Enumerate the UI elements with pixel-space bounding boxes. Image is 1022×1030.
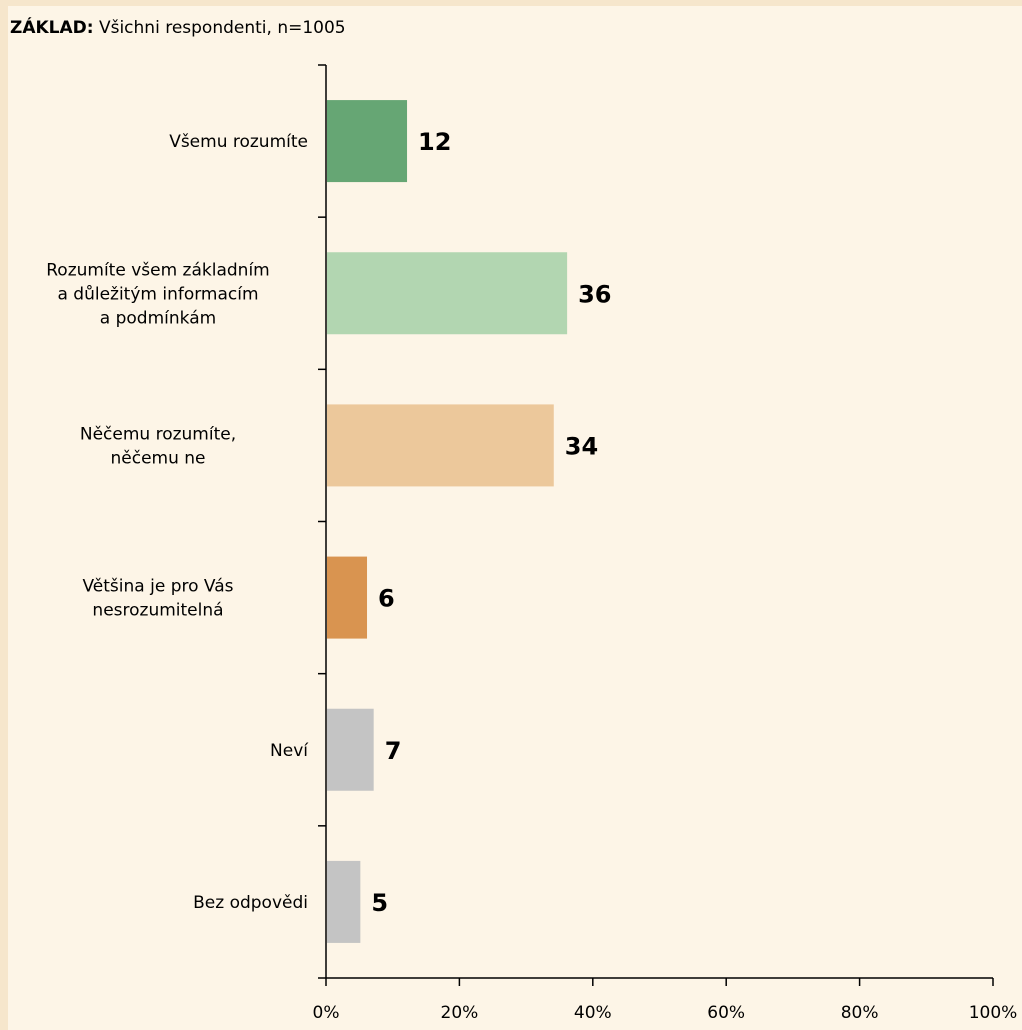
- category-label: Bez odpovědi: [193, 893, 308, 913]
- basis-prefix: ZÁKLAD:: [10, 18, 94, 38]
- top-edge-strip: [0, 0, 1022, 6]
- category-label-line: a důležitým informacím: [57, 284, 258, 304]
- labels: 12 Všemu rozumíte 36 Rozumíte všem základní…: [46, 128, 611, 917]
- value-label: 36: [578, 280, 611, 308]
- category-label-line: Rozumíte všem základním: [46, 260, 269, 280]
- bar: [327, 404, 554, 487]
- bar: [327, 860, 361, 943]
- value-label: 34: [565, 432, 598, 460]
- bar: [327, 556, 368, 639]
- value-label: 12: [418, 128, 451, 156]
- value-label: 6: [378, 585, 395, 613]
- category-label-line: a podmínkám: [100, 308, 216, 328]
- left-edge-strip: [0, 0, 8, 1030]
- category-label: Většina je pro Vás nesrozumitelná: [83, 577, 234, 621]
- category-label: Rozumíte všem základním a důležitým infor…: [46, 260, 269, 328]
- bar: [327, 252, 568, 335]
- category-label-line: Bez odpovědi: [193, 893, 308, 913]
- category-label-line: Neví: [270, 741, 309, 761]
- category-label: Všemu rozumíte: [169, 132, 308, 152]
- category-label-line: Všemu rozumíte: [169, 132, 308, 152]
- category-label-line: něčemu ne: [110, 448, 205, 468]
- category-label-line: Něčemu rozumíte,: [80, 424, 236, 444]
- bars: [327, 100, 568, 943]
- axes: 0% 20% 40% 60% 80% 100%: [313, 64, 1018, 1023]
- basis-text: Všichni respondenti, n=1005: [98, 18, 346, 38]
- value-label: 5: [371, 889, 388, 917]
- x-tick-label: 0%: [313, 1003, 340, 1023]
- x-tick-label: 100%: [969, 1003, 1018, 1023]
- category-label-line: Většina je pro Vás: [83, 577, 234, 597]
- category-label-line: nesrozumitelná: [92, 601, 223, 621]
- value-label: 7: [385, 737, 402, 765]
- x-tick-label: 40%: [574, 1003, 612, 1023]
- category-label: Neví: [270, 741, 309, 761]
- bar: [327, 100, 408, 183]
- x-tick-label: 60%: [707, 1003, 745, 1023]
- x-tick-label: 20%: [441, 1003, 479, 1023]
- x-tick-label: 80%: [841, 1003, 879, 1023]
- bar: [327, 708, 374, 791]
- category-label: Něčemu rozumíte, něčemu ne: [80, 424, 236, 468]
- basis-note: ZÁKLAD: Všichni respondenti, n=1005: [10, 18, 346, 38]
